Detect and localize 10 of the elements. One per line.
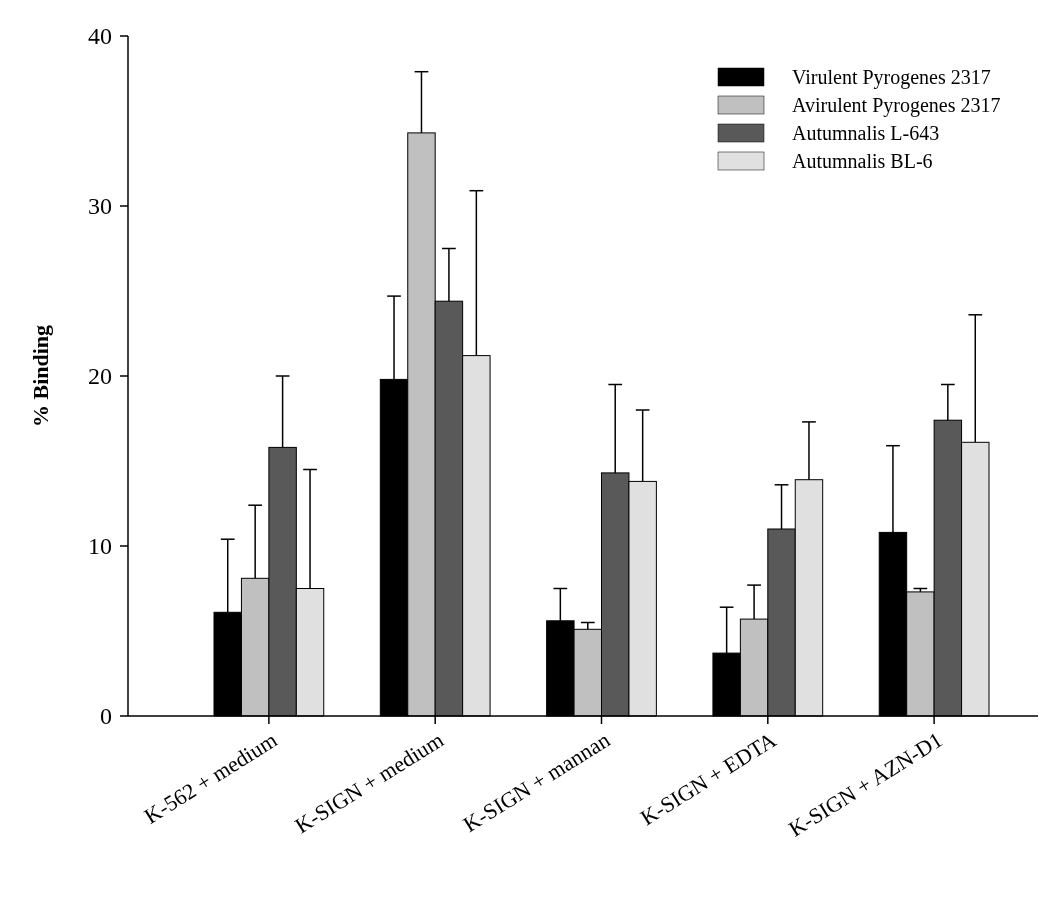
legend-label: Autumnalis BL-6 [792,150,933,172]
y-tick-label: 0 [100,703,112,730]
y-axis-title: % Binding [28,324,53,428]
y-tick-label: 10 [88,533,112,560]
y-tick-label: 30 [88,193,112,220]
legend-label: Avirulent Pyrogenes 2317 [792,94,1001,117]
legend-label: Virulent Pyrogenes 2317 [792,66,991,89]
legend-label: Autumnalis L-643 [792,122,940,144]
y-tick-label: 40 [88,23,112,50]
y-tick-label: 20 [88,363,112,390]
